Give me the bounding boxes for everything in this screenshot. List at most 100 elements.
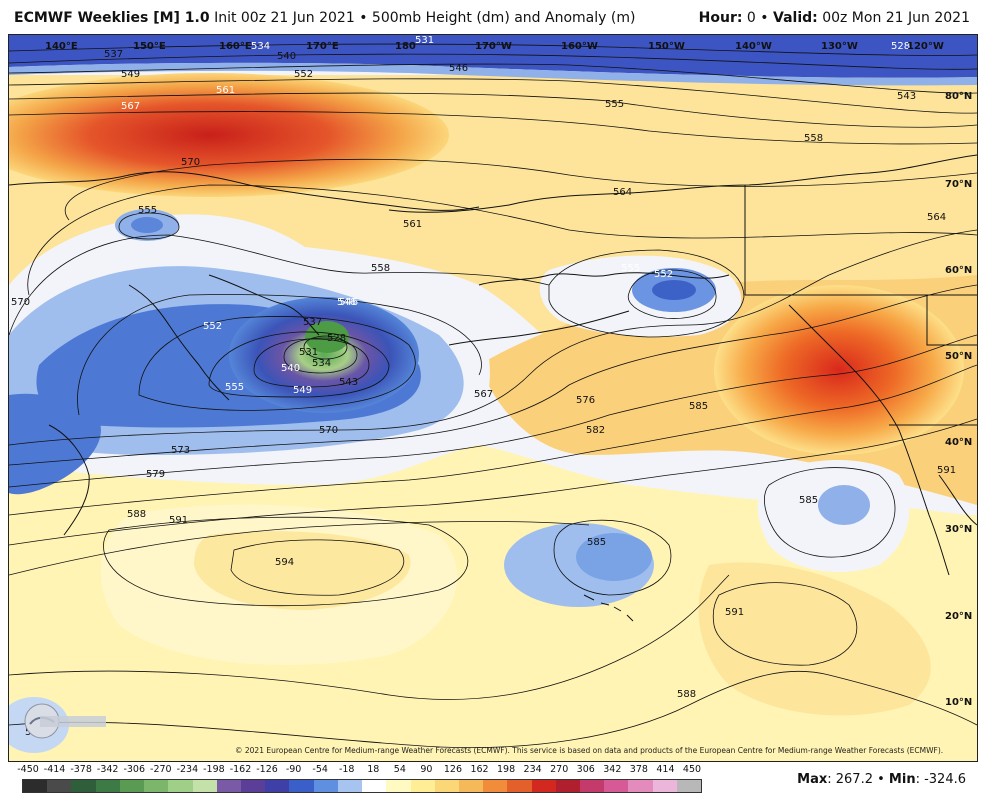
contour-label: 570 <box>181 157 200 168</box>
contour-label: 543 <box>897 91 916 102</box>
colorbar-swatch <box>628 780 653 792</box>
colorbar-tick-label: -198 <box>203 764 225 775</box>
colorbar-tick-label: 18 <box>367 764 380 775</box>
colorbar-tick-label: 234 <box>523 764 542 775</box>
anomaly-high-north <box>9 73 449 197</box>
longitude-labels: 140°E 150°E 160°E 170°E 180 170°W 160°W … <box>45 41 944 52</box>
header: ECMWF Weeklies [M] 1.0 Init 00z 21 Jun 2… <box>0 0 984 34</box>
colorbar-tick-label: -18 <box>338 764 355 775</box>
colorbar-swatch <box>652 780 677 792</box>
colorbar-tick-label: 414 <box>656 764 675 775</box>
anomaly-negative-california <box>818 485 870 525</box>
hour-label: Hour: <box>698 10 743 26</box>
valid-separator: • <box>760 10 773 26</box>
contour-label: 561 <box>216 85 235 96</box>
lon-label: 170°W <box>475 41 512 52</box>
contour-label: 561 <box>403 219 422 230</box>
lat-label: 50°N <box>945 351 972 362</box>
contour-label: 585 <box>689 401 708 412</box>
colorbar-swatch <box>507 780 532 792</box>
contour-label: 591 <box>725 607 744 618</box>
weatherbell-logo <box>22 700 108 742</box>
colorbar-swatch <box>676 780 702 792</box>
colorbar-swatch <box>458 780 484 792</box>
contour-label: 567 <box>474 389 493 400</box>
contour-label: 552 <box>203 321 222 332</box>
colorbar-tick-label: -450 <box>17 764 39 775</box>
contour-label: 531 <box>299 347 318 358</box>
contour-label: 564 <box>927 212 946 223</box>
lat-label: 30°N <box>945 524 972 535</box>
anomaly-colorbar <box>22 779 702 793</box>
map-panel[interactable]: 537 549 567 570 561 555 540 552 546 555 … <box>8 34 978 762</box>
lon-label: 170°E <box>306 41 339 52</box>
contour-label: 540 <box>277 51 296 62</box>
anomaly-negative-japan <box>9 393 101 495</box>
colorbar-tick-label: -306 <box>123 764 146 775</box>
contour-label: 582 <box>586 425 605 436</box>
contour-label: 555 <box>138 205 157 216</box>
lon-label: 140°W <box>735 41 772 52</box>
colorbar-swatch <box>119 780 145 792</box>
coastlines <box>9 154 977 622</box>
colorbar-tick-label: 198 <box>497 764 516 775</box>
max-label: Max <box>797 772 828 787</box>
contour-label: 585 <box>799 495 818 506</box>
stats-separator: • <box>872 772 889 787</box>
anomaly-negative-hawaii-core <box>576 533 652 581</box>
max-value: : 267.2 <box>827 772 873 787</box>
anomaly-high-northeast <box>714 285 964 455</box>
contour-label: 555 <box>225 382 244 393</box>
latitude-labels: 80°N 70°N 60°N 50°N 40°N 30°N 20°N 10°N <box>945 91 972 708</box>
colorbar-swatch <box>216 780 241 792</box>
contour-label: 546 <box>449 63 468 74</box>
anomaly-negative-arctic-edge <box>9 62 977 86</box>
colorbar-swatch <box>265 780 290 792</box>
colorbar-swatch <box>71 780 96 792</box>
lat-label: 20°N <box>945 611 972 622</box>
colorbar-tick-label: -90 <box>285 764 302 775</box>
colorbar-tick-label: -378 <box>70 764 92 775</box>
copyright-notice: © 2021 European Centre for Medium-range … <box>235 746 944 755</box>
valid-time: Hour: 0 • Valid: 00z Mon 21 Jun 2021 <box>699 10 970 26</box>
colorbar-tick-label: -234 <box>176 764 199 775</box>
colorbar-tick-label: -126 <box>256 764 278 775</box>
colorbar-tick-label: 162 <box>470 764 489 775</box>
contour-label: 579 <box>146 469 165 480</box>
anomaly-negative-arctic <box>9 35 977 78</box>
contour-label: 555 <box>621 263 640 274</box>
colorbar-tick-label: -414 <box>43 764 66 775</box>
colorbar-swatch <box>555 780 581 792</box>
contour-label: 546 <box>337 297 356 308</box>
colorbar-swatch <box>483 780 508 792</box>
contour-label: 534 <box>251 41 270 52</box>
contour-label: 546 <box>339 297 358 308</box>
anomaly-low-core <box>305 321 349 353</box>
colorbar-tick-label: 450 <box>682 764 702 775</box>
contour-labels: 537 549 567 570 561 555 540 552 546 555 … <box>11 35 956 738</box>
contour-label: 531 <box>415 35 434 46</box>
contour-label: 543 <box>339 377 358 388</box>
colorbar-swatch <box>289 780 314 792</box>
lon-label: 160°W <box>561 41 598 52</box>
colorbar-swatch <box>604 780 629 792</box>
lat-label: 40°N <box>945 437 972 448</box>
contour-label: 528 <box>891 41 910 52</box>
colorbar-swatch <box>168 780 193 792</box>
colorbar-swatch <box>362 780 387 792</box>
contour-label: 555 <box>605 99 624 110</box>
contour-label: 540 <box>281 363 300 374</box>
contour-label: 576 <box>576 395 595 406</box>
hour-value: 0 <box>746 10 756 26</box>
lon-label: 130°W <box>821 41 858 52</box>
contour-label: 564 <box>613 187 632 198</box>
height-contours <box>9 43 977 748</box>
weatherbell-logo-icon <box>24 703 106 739</box>
colorbar-tick-label: 342 <box>603 764 622 775</box>
colorbar-swatch <box>410 780 435 792</box>
colorbar-tick-label: 90 <box>420 764 433 775</box>
colorbar-swatch <box>434 780 459 792</box>
anomaly-positive-subtropics-core <box>194 531 411 610</box>
lon-label: 150°W <box>648 41 685 52</box>
lat-label: 70°N <box>945 179 972 190</box>
